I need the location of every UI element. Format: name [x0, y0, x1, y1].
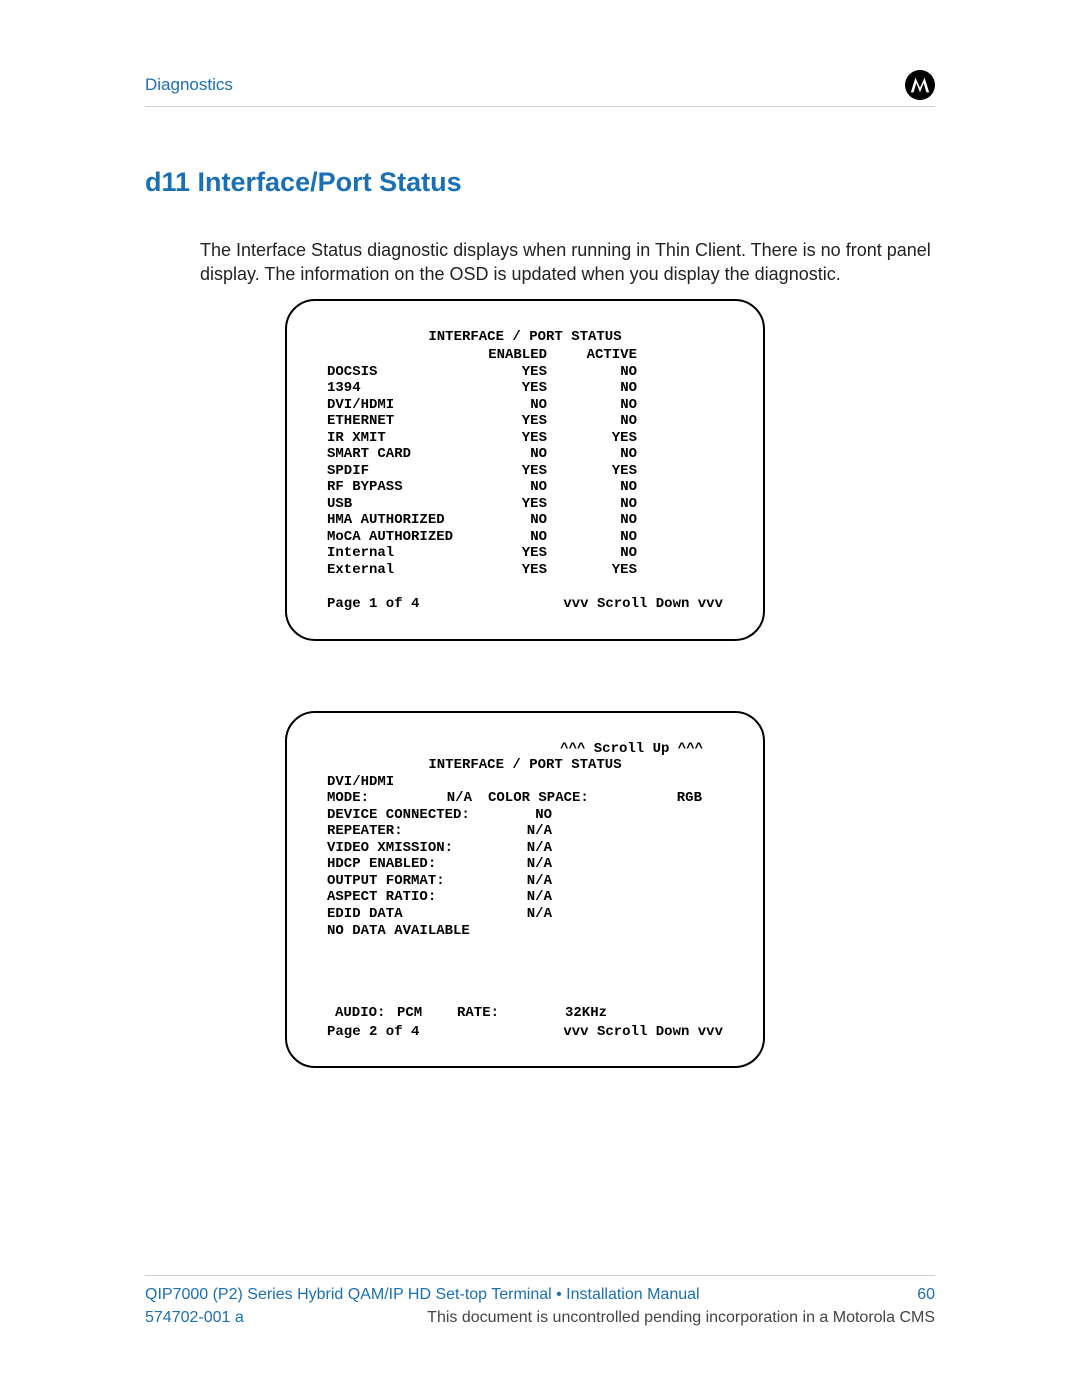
table-row: IR XMITYESYES [327, 430, 723, 447]
panel1-col-headers: ENABLED ACTIVE [327, 347, 723, 364]
table-row: MoCA AUTHORIZEDNONO [327, 529, 723, 546]
table-row: VIDEO XMISSION:N/A [327, 840, 723, 857]
page-footer: QIP7000 (P2) Series Hybrid QAM/IP HD Set… [145, 1275, 935, 1327]
panel2-page-label: Page 2 of 4 [327, 1024, 419, 1041]
panel2-footer: Page 2 of 4 vvv Scroll Down vvv [327, 1024, 723, 1041]
footer-docnum: 574702-001 a [145, 1309, 244, 1327]
panel2-rows: DEVICE CONNECTED:NO REPEATER:N/A VIDEO X… [327, 807, 723, 939]
table-row: OUTPUT FORMAT:N/A [327, 873, 723, 890]
panel2-title: INTERFACE / PORT STATUS [327, 757, 723, 774]
footer-disclaimer: This document is uncontrolled pending in… [427, 1309, 935, 1327]
panel2-scroll-up: ^^^ Scroll Up ^^^ [327, 741, 723, 758]
table-row: USBYESNO [327, 496, 723, 513]
table-row: EDID DATAN/A [327, 906, 723, 923]
osd-panel-page-2: ^^^ Scroll Up ^^^ INTERFACE / PORT STATU… [285, 711, 765, 1068]
table-row: InternalYESNO [327, 545, 723, 562]
table-row: HMA AUTHORIZEDNONO [327, 512, 723, 529]
table-row: ASPECT RATIO:N/A [327, 889, 723, 906]
panel2-subhead: DVI/HDMI [327, 774, 723, 791]
table-row: ETHERNETYESNO [327, 413, 723, 430]
panel1-footer: Page 1 of 4 vvv Scroll Down vvv [327, 596, 723, 613]
panel2-scroll-down: vvv Scroll Down vvv [563, 1024, 723, 1041]
table-row: SMART CARDNONO [327, 446, 723, 463]
footer-title: QIP7000 (P2) Series Hybrid QAM/IP HD Set… [145, 1286, 700, 1304]
table-row: DVI/HDMINONO [327, 397, 723, 414]
table-row: 1394YESNO [327, 380, 723, 397]
panel1-title: INTERFACE / PORT STATUS [327, 329, 723, 346]
panel1-scroll-down: vvv Scroll Down vvv [563, 596, 723, 613]
table-row: RF BYPASSNONO [327, 479, 723, 496]
panel2-mode-row: MODE: N/A COLOR SPACE: RGB [327, 790, 723, 807]
intro-paragraph: The Interface Status diagnostic displays… [200, 238, 935, 287]
section-title: d11 Interface/Port Status [145, 167, 935, 198]
table-row: SPDIFYESYES [327, 463, 723, 480]
table-row: DEVICE CONNECTED:NO [327, 807, 723, 824]
page-header: Diagnostics [145, 70, 935, 107]
table-row: ExternalYESYES [327, 562, 723, 579]
table-row: DOCSISYESNO [327, 364, 723, 381]
table-row: NO DATA AVAILABLE [327, 923, 723, 940]
panel1-rows: DOCSISYESNO1394YESNODVI/HDMINONOETHERNET… [327, 364, 723, 579]
osd-panel-page-1: INTERFACE / PORT STATUS ENABLED ACTIVE D… [285, 299, 765, 641]
table-row: REPEATER:N/A [327, 823, 723, 840]
panel2-audio-row: AUDIO: PCM RATE: 32KHz [327, 1005, 723, 1022]
header-section-label: Diagnostics [145, 75, 233, 95]
page-number: 60 [917, 1286, 935, 1304]
table-row: HDCP ENABLED:N/A [327, 856, 723, 873]
panel1-page-label: Page 1 of 4 [327, 596, 419, 613]
motorola-logo-icon [905, 70, 935, 100]
